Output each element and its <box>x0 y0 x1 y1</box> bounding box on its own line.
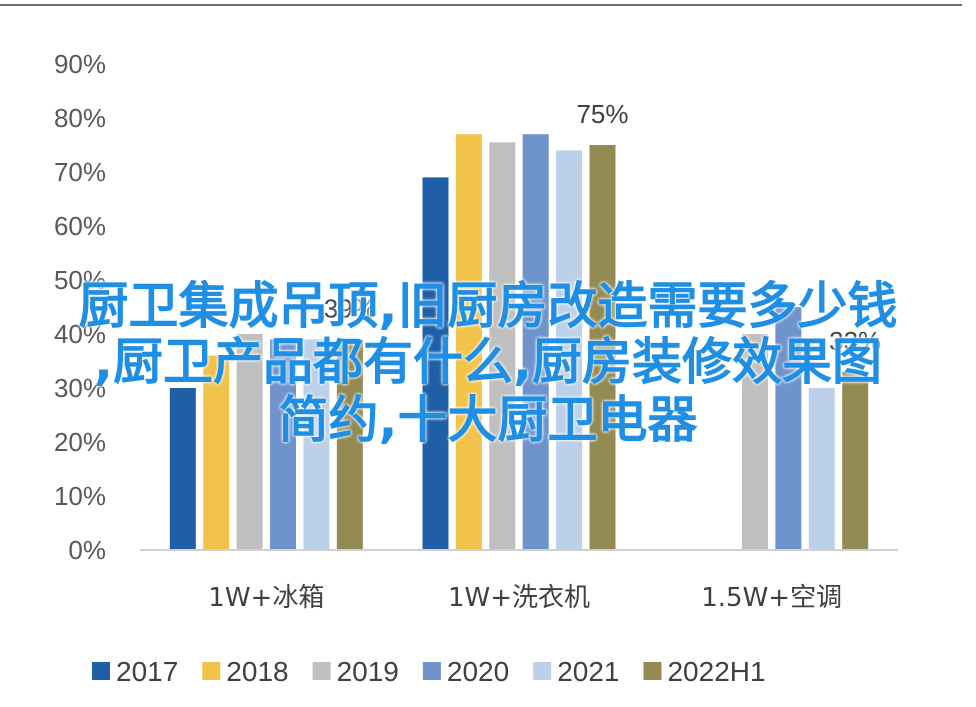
y-tick-label: 0% <box>68 535 106 565</box>
bar-2019-0 <box>236 334 263 550</box>
y-tick-label: 60% <box>54 211 106 241</box>
legend-swatch <box>533 662 552 680</box>
legend-swatch <box>92 662 110 680</box>
bar-2022H1-0 <box>336 339 363 550</box>
bar-2020-2 <box>775 307 802 550</box>
bar-2019-1 <box>489 142 516 551</box>
legend-label: 2019 <box>337 656 399 687</box>
bar-2017-1 <box>422 177 449 550</box>
bar-2022H1-2 <box>842 371 869 550</box>
legend-label: 2017 <box>116 656 178 687</box>
legend-label: 2018 <box>226 656 288 687</box>
y-tick-label: 90% <box>54 49 106 79</box>
bars <box>169 134 869 551</box>
legend-swatch <box>643 662 662 680</box>
legend-swatch <box>202 662 221 680</box>
x-category-label: 1W+洗衣机 <box>448 583 590 613</box>
y-tick-label: 70% <box>54 157 106 187</box>
bar-2021-0 <box>303 339 330 550</box>
y-tick-label: 40% <box>54 319 106 349</box>
x-axis-categories: 1W+冰箱 1W+洗衣机 1.5W+空调 <box>208 583 842 613</box>
data-labels: 75% 39% 33% <box>324 99 881 356</box>
bar-2017-0 <box>169 388 196 550</box>
x-category-label: 1W+冰箱 <box>208 583 324 613</box>
bar-2020-1 <box>522 134 549 550</box>
legend-swatch <box>312 662 331 680</box>
data-label: 75% <box>576 99 628 129</box>
y-tick-label: 10% <box>54 481 106 511</box>
bar-2021-2 <box>808 388 835 550</box>
legend-label: 2020 <box>447 656 509 687</box>
legend: 2017 2018 2019 2020 2021 2022H1 <box>92 656 766 687</box>
bar-2019-2 <box>741 334 768 550</box>
x-category-label: 1.5W+空调 <box>701 583 842 613</box>
legend-swatch <box>422 662 441 680</box>
data-label: 39% <box>324 293 376 323</box>
legend-label: 2021 <box>557 656 619 687</box>
bar-2020-0 <box>270 339 297 550</box>
data-label: 33% <box>829 326 881 356</box>
bar-2021-1 <box>556 150 583 550</box>
bar-2022H1-1 <box>589 145 616 550</box>
y-tick-label: 20% <box>54 427 106 457</box>
bar-2018-1 <box>455 134 482 550</box>
y-axis-ticks: 0% 10% 20% 30% 40% 50% 60% 70% 80% 90% <box>54 49 106 565</box>
y-tick-label: 80% <box>54 103 106 133</box>
y-tick-label: 30% <box>54 373 106 403</box>
bar-2018-0 <box>203 355 230 550</box>
legend-label: 2022H1 <box>667 656 765 687</box>
y-tick-label: 50% <box>54 265 106 295</box>
